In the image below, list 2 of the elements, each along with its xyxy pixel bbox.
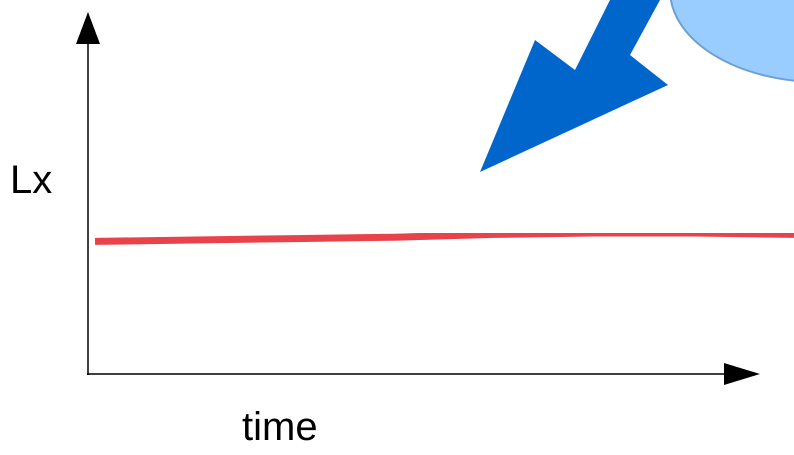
x-axis-title: time: [242, 405, 318, 450]
y-axis-title: Lx: [10, 158, 52, 203]
